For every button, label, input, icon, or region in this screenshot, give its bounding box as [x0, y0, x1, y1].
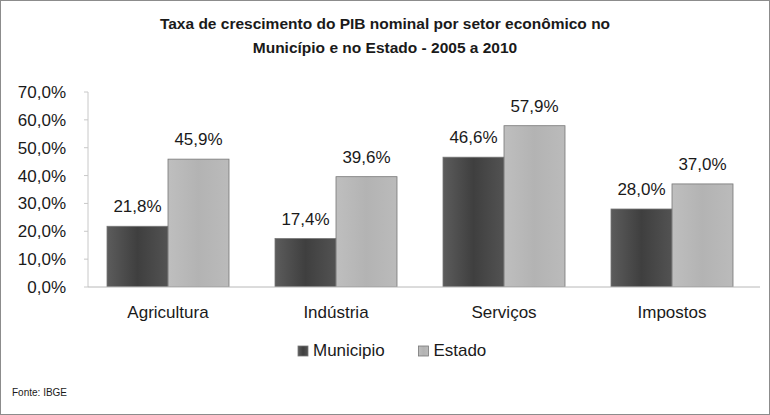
- y-tick-label: 0,0%: [27, 278, 66, 297]
- y-tick-label: 50,0%: [18, 139, 66, 158]
- source-note: Fonte: IBGE: [12, 387, 67, 398]
- bar: [107, 226, 168, 287]
- y-tick: [84, 231, 88, 232]
- x-tick-label: Serviços: [471, 303, 536, 322]
- x-tick-label: Agricultura: [127, 303, 209, 322]
- legend-swatch: [298, 346, 308, 356]
- bar: [504, 126, 565, 287]
- data-label: 28,0%: [617, 180, 665, 199]
- bar: [672, 184, 733, 287]
- data-label: 45,9%: [174, 130, 222, 149]
- legend-label: Municipio: [313, 341, 385, 360]
- y-tick-label: 70,0%: [18, 83, 66, 102]
- bar: [611, 209, 672, 287]
- data-label: 37,0%: [678, 155, 726, 174]
- bar: [275, 239, 336, 287]
- bar: [168, 159, 229, 287]
- bars: [107, 126, 733, 287]
- y-tick: [84, 287, 88, 288]
- y-axis-line: [88, 92, 89, 287]
- data-label: 21,8%: [113, 197, 161, 216]
- y-tick: [84, 259, 88, 260]
- y-tick: [84, 119, 88, 120]
- y-tick: [84, 203, 88, 204]
- y-tick: [84, 175, 88, 176]
- y-tick-label: 60,0%: [18, 111, 66, 130]
- legend: Municipio Estado: [298, 341, 486, 360]
- legend-label: Estado: [433, 341, 486, 360]
- data-label: 17,4%: [281, 210, 329, 229]
- y-tick-label: 20,0%: [18, 222, 66, 241]
- y-tick-label: 10,0%: [18, 250, 66, 269]
- y-tick-label: 30,0%: [18, 194, 66, 213]
- x-tick-label: Indústria: [303, 303, 369, 322]
- x-axis-line: [88, 287, 760, 288]
- chart-canvas: 0,0% 10,0% 20,0% 30,0% 40,0% 50,0% 60,0% 70,0% 2…: [0, 0, 770, 415]
- y-tick-label: 40,0%: [18, 167, 66, 186]
- legend-swatch: [418, 346, 428, 356]
- bar: [443, 157, 504, 287]
- y-tick: [84, 92, 88, 93]
- data-label: 57,9%: [510, 97, 558, 116]
- data-label: 39,6%: [342, 148, 390, 167]
- data-label: 46,6%: [449, 128, 497, 147]
- chart-title: Taxa de crescimento do PIB nominal por s…: [135, 12, 635, 60]
- data-labels: 21,8% 17,4% 46,6% 28,0% 45,9% 39,6% 57,9% 37,0%: [113, 97, 726, 229]
- x-tick-label: Impostos: [638, 303, 707, 322]
- y-tick: [84, 147, 88, 148]
- bar: [336, 177, 397, 287]
